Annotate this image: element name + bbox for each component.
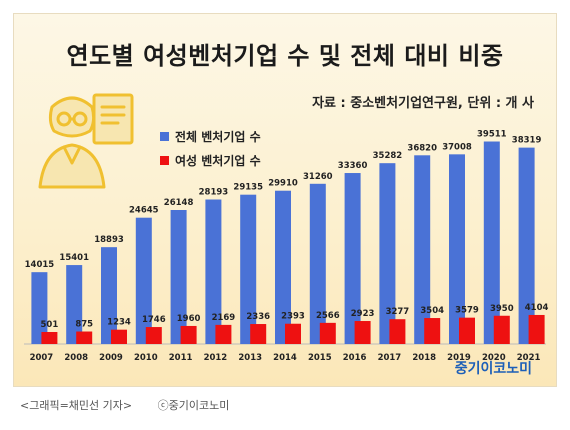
brand-logo-text: 중기이코노미 — [454, 361, 532, 377]
bar-women-2021 — [528, 314, 545, 344]
bar-women-2017 — [389, 319, 406, 344]
data-label-total-2008: 15401 — [59, 253, 89, 263]
data-label-total-2016: 33360 — [338, 161, 368, 171]
data-label-total-2014: 29910 — [268, 179, 298, 189]
data-label-women-2018: 3504 — [420, 306, 444, 316]
x-tick-label-2007: 2007 — [30, 353, 54, 363]
bar-women-2007 — [41, 332, 58, 344]
data-label-women-2020: 3950 — [490, 304, 514, 314]
x-tick-label-2013: 2013 — [238, 353, 262, 363]
bar-women-2018 — [424, 318, 441, 344]
data-label-women-2015: 2566 — [316, 311, 340, 321]
data-label-women-2010: 1746 — [142, 315, 166, 325]
data-label-women-2013: 2336 — [246, 312, 270, 322]
copyright-text: ⓒ중기이코노미 — [157, 399, 230, 412]
x-tick-label-2019: 2019 — [447, 353, 471, 363]
graphic-credit: <그래픽=채민선 기자> — [20, 399, 133, 412]
bar-women-2019 — [459, 317, 475, 344]
x-tick-label-2016: 2016 — [343, 353, 367, 363]
chart-legend: 전체 벤처기업 수 여성 벤처기업 수 — [160, 124, 261, 172]
bar-women-2013 — [250, 324, 267, 344]
data-label-women-2009: 1234 — [107, 318, 131, 328]
bar-total-2015 — [309, 183, 326, 344]
data-label-women-2014: 2393 — [281, 312, 305, 322]
x-tick-label-2017: 2017 — [378, 353, 402, 363]
bar-total-2009 — [101, 247, 117, 344]
source-note: 자료 : 중소벤처기업연구원, 단위 : 개 사 — [312, 96, 534, 111]
image-caption: <그래픽=채민선 기자> ⓒ중기이코노미 — [20, 397, 251, 413]
x-tick-label-2009: 2009 — [99, 353, 123, 363]
legend-item-total: 전체 벤처기업 수 — [160, 124, 261, 148]
data-label-total-2007: 14015 — [25, 260, 55, 270]
data-label-women-2008: 875 — [75, 320, 93, 330]
businesswoman-illustration-icon — [38, 93, 134, 189]
data-label-total-2013: 29135 — [233, 183, 263, 193]
x-tick-label-2012: 2012 — [204, 353, 228, 363]
bar-women-2020 — [493, 315, 510, 344]
bar-total-2020 — [483, 141, 500, 344]
bar-total-2008 — [66, 265, 83, 344]
data-label-total-2021: 38319 — [512, 136, 542, 146]
bar-total-2016 — [344, 173, 361, 344]
x-tick-label-2018: 2018 — [412, 353, 436, 363]
x-tick-label-2015: 2015 — [308, 353, 332, 363]
legend-swatch-women — [160, 155, 169, 165]
data-label-women-2017: 3277 — [386, 307, 410, 317]
chart-frame: 연도별 여성벤처기업 수 및 전체 대비 비중 자료 : 중소벤처기업연구원, … — [13, 13, 557, 387]
data-label-total-2017: 35282 — [373, 151, 403, 161]
bar-chart: 14015 501 2007 15401 875 2008 18893 1234 2009 246… — [24, 130, 549, 363]
legend-swatch-total — [160, 131, 169, 141]
bar-women-2011 — [180, 325, 197, 344]
data-label-total-2015: 31260 — [303, 172, 333, 182]
data-label-total-2009: 18893 — [94, 235, 124, 245]
bar-total-2007 — [31, 272, 48, 344]
x-tick-label-2010: 2010 — [134, 353, 158, 363]
bar-women-2015 — [319, 322, 336, 344]
bar-total-2018 — [414, 155, 431, 344]
bar-women-2009 — [111, 329, 127, 344]
data-label-women-2012: 2169 — [212, 313, 236, 323]
bar-total-2014 — [275, 190, 291, 344]
bar-total-2012 — [205, 199, 222, 344]
legend-item-women: 여성 벤처기업 수 — [160, 148, 261, 172]
x-tick-label-2011: 2011 — [169, 353, 193, 363]
bar-women-2014 — [285, 323, 301, 344]
bar-women-2012 — [215, 324, 232, 344]
data-label-women-2007: 501 — [41, 320, 59, 330]
data-label-total-2019: 37008 — [442, 142, 472, 152]
bar-total-2021 — [518, 147, 535, 344]
legend-label-total: 전체 벤처기업 수 — [175, 129, 261, 144]
bar-total-2013 — [240, 194, 257, 344]
data-label-total-2011: 26148 — [164, 198, 194, 208]
data-label-women-2021: 4104 — [525, 303, 549, 313]
bar-women-2008 — [76, 331, 93, 344]
data-label-total-2020: 39511 — [477, 130, 507, 140]
data-label-total-2018: 36820 — [407, 143, 437, 153]
bar-total-2019 — [449, 154, 465, 344]
data-label-women-2016: 2923 — [351, 309, 375, 319]
x-tick-label-2021: 2021 — [517, 353, 541, 363]
bar-women-2010 — [145, 327, 162, 344]
bar-total-2011 — [170, 209, 187, 344]
bar-total-2017 — [379, 163, 396, 344]
data-label-total-2012: 28193 — [199, 188, 229, 198]
data-label-women-2011: 1960 — [177, 314, 201, 324]
data-label-women-2019: 3579 — [455, 306, 479, 316]
bar-total-2010 — [135, 217, 152, 344]
x-tick-label-2008: 2008 — [64, 353, 88, 363]
x-tick-label-2014: 2014 — [273, 353, 297, 363]
data-label-total-2010: 24645 — [129, 206, 159, 216]
legend-label-women: 여성 벤처기업 수 — [175, 153, 261, 168]
chart-title: 연도별 여성벤처기업 수 및 전체 대비 비중 — [66, 42, 504, 70]
x-tick-label-2020: 2020 — [482, 353, 506, 363]
bar-women-2016 — [354, 321, 371, 344]
